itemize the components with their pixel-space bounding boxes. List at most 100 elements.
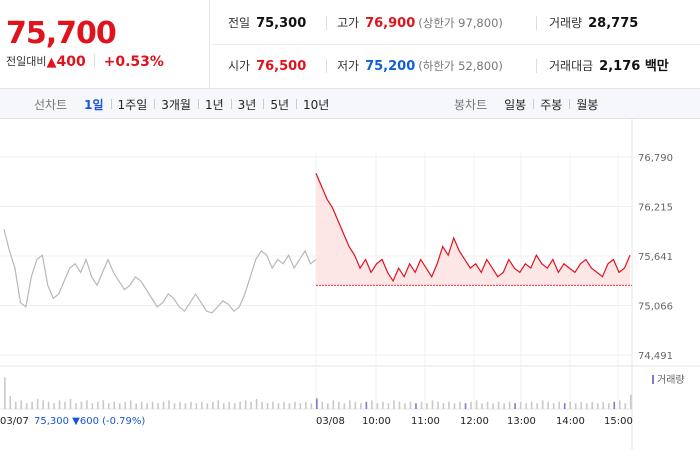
volume-legend-swatch	[652, 375, 654, 384]
tab-daily-candle[interactable]: 일봉	[504, 97, 527, 112]
volume-bar	[255, 398, 258, 409]
stat-key: 전일	[228, 16, 251, 30]
volume-bar	[607, 403, 610, 409]
tab-10year[interactable]: 10년	[296, 96, 336, 113]
volume-bar	[179, 401, 181, 409]
volume-bar	[217, 400, 220, 409]
quote-stats: 전일 75,300 고가 76,900 (상한가 97,800) 거래량 28,775 …	[211, 0, 700, 88]
x-tick-label: 15:00	[604, 416, 633, 427]
volume-bar	[184, 403, 187, 409]
stat-volume: 거래량 28,775	[549, 13, 638, 34]
volume-bar	[349, 400, 351, 409]
price-chart[interactable]: 76,790 76,215 75,641 75,066 74,491 거래량 03/07 75…	[0, 119, 700, 450]
tab-3month[interactable]: 3개월	[154, 96, 198, 113]
stat-key: 시가	[228, 59, 251, 73]
volume-bar	[552, 403, 555, 409]
volume-bar	[585, 403, 588, 409]
tab-1week[interactable]: 1주일	[110, 96, 155, 113]
tab-1day[interactable]: 1일	[84, 97, 104, 112]
volume-bar	[31, 401, 33, 409]
volume-bar	[58, 400, 61, 409]
stat-high: 고가 76,900 (상한가 97,800)	[337, 13, 503, 34]
chart-tab-bar: 선차트 1일 1주일 3개월 1년 3년 5년 10년 봉차트 일봉 주봉 월봉	[0, 89, 700, 119]
volume-bar	[272, 401, 274, 409]
tab-3year[interactable]: 3년	[230, 96, 264, 113]
stat-value: 75,300	[256, 16, 307, 31]
tab-1year[interactable]: 1년	[197, 96, 231, 113]
stat-sub: (하한가 52,800)	[418, 59, 503, 73]
volume-bar	[190, 401, 192, 409]
tab-monthly-candle[interactable]: 월봉	[569, 96, 605, 113]
change-row: 전일대비▲400 +0.53%	[6, 53, 164, 72]
prev-day-summary-label: 75,300 ▼600 (-0.79%)	[34, 416, 145, 427]
y-tick-label: 76,790	[638, 153, 673, 164]
volume-bar	[135, 403, 137, 409]
stats-row-divider	[211, 44, 700, 45]
volume-bar	[14, 401, 17, 409]
volume-bar	[64, 401, 66, 409]
volume-bar	[382, 401, 384, 409]
up-triangle-icon: ▲	[46, 55, 57, 70]
stat-value: 75,200	[365, 59, 416, 74]
volume-bar	[431, 400, 434, 409]
volume-bar	[442, 403, 445, 409]
y-tick-label: 75,066	[638, 302, 673, 313]
volume-bar	[294, 401, 296, 409]
volume-bar	[25, 403, 28, 409]
volume-bar	[266, 403, 269, 409]
volume-bar	[596, 403, 599, 409]
change-amount: 400	[56, 54, 86, 70]
volume-bar	[80, 401, 83, 409]
volume-bar	[162, 401, 165, 409]
stat-key: 거래대금	[549, 59, 594, 73]
volume-bar	[354, 401, 357, 409]
volume-bar	[426, 403, 428, 409]
volume-bar	[69, 398, 72, 409]
volume-bar	[464, 403, 467, 409]
tab-5year[interactable]: 5년	[263, 96, 296, 113]
volume-bar	[591, 401, 594, 409]
volume-bar	[283, 401, 285, 409]
volume-bar	[157, 403, 159, 409]
y-tick-label: 74,491	[638, 351, 673, 362]
volume-bar	[343, 403, 346, 409]
stat-key: 저가	[337, 59, 360, 73]
volume-bar	[86, 400, 88, 409]
volume-bar	[376, 403, 379, 409]
change-label: 전일대비	[6, 55, 47, 68]
volume-bar	[97, 401, 99, 409]
volume-bar	[393, 400, 395, 409]
stat-open: 시가 76,500	[228, 56, 306, 77]
volume-bar	[624, 403, 627, 409]
volume-bar	[305, 401, 307, 409]
divider	[94, 54, 96, 67]
y-tick-label: 75,641	[638, 252, 673, 263]
volume-bar	[316, 398, 318, 409]
volume-bar	[108, 403, 110, 409]
volume-bar	[398, 401, 401, 409]
volume-bar	[124, 401, 127, 409]
x-tick-label: 13:00	[507, 416, 536, 427]
candle-chart-tabs: 봉차트 일봉 주봉 월봉	[454, 89, 605, 119]
volume-bar	[558, 401, 560, 409]
volume-bar	[228, 401, 231, 409]
volume-bar	[371, 400, 373, 409]
volume-bar	[415, 403, 417, 409]
volume-bar	[514, 403, 516, 409]
volume-bar	[508, 401, 511, 409]
x-tick-label: 10:00	[362, 416, 391, 427]
volume-bar	[547, 401, 549, 409]
tab-weekly-candle[interactable]: 주봉	[533, 96, 569, 113]
volume-bar	[332, 400, 335, 409]
stat-key: 고가	[337, 16, 360, 30]
stat-value: 76,500	[256, 59, 307, 74]
candle-chart-label: 봉차트	[454, 97, 488, 112]
volume-bar	[503, 403, 505, 409]
volume-bar	[536, 403, 538, 409]
volume-bar	[602, 401, 605, 409]
volume-bar	[9, 396, 12, 409]
divider	[326, 16, 327, 30]
price-chart-svg: 76,790 76,215 75,641 75,066 74,491 거래량 03/07 75…	[0, 119, 700, 450]
volume-legend-label: 거래량	[657, 374, 685, 386]
volume-bar	[453, 403, 456, 409]
